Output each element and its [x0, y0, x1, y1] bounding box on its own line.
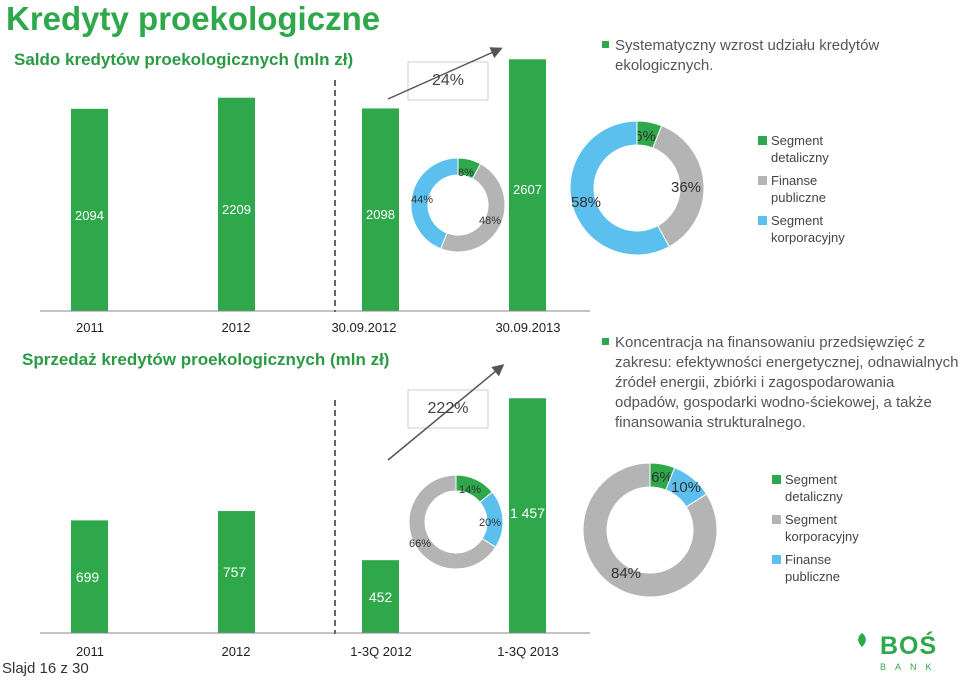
legend-label: korporacyjny: [771, 230, 845, 245]
donut-slice: [440, 163, 506, 253]
legend-label: Segment: [771, 213, 824, 228]
category-tick-label: 2011: [76, 320, 104, 335]
legend-swatch: [758, 136, 767, 145]
bar: [218, 511, 255, 633]
legend-label: Finanse: [785, 552, 832, 567]
category-tick-label: 2011: [76, 644, 104, 659]
leaf-icon: [858, 633, 866, 647]
donut-slice: [652, 125, 705, 248]
chart-decorations: [334, 47, 505, 634]
growth-box: [407, 389, 489, 429]
category-tick-label: 1-3Q 2013: [497, 644, 558, 659]
bar: [362, 108, 399, 312]
logo-text: BOŚ: [880, 632, 938, 660]
donut-slice-label: 44%: [411, 194, 433, 206]
bar: [71, 108, 108, 312]
donut-slice: [408, 474, 497, 570]
donut-slice-label: 8%: [458, 167, 474, 179]
bar: [509, 398, 546, 633]
bar-value-label: 2607: [513, 182, 542, 197]
bar-value-label: 1 457: [510, 505, 545, 521]
legend-label: detaliczny: [785, 489, 843, 504]
top-legend: Segment detaliczny Finanse publiczne Segme…: [758, 132, 888, 252]
legend-swatch: [772, 475, 781, 484]
slide-footer: Slajd 16 z 30: [2, 660, 89, 677]
legend-swatch: [758, 176, 767, 185]
top-bullet-line: ekologicznych.: [615, 57, 714, 74]
bottom-legend: Segment detaliczny Segment korporacyjny Fi…: [772, 471, 902, 591]
bar-value-label: 757: [223, 564, 247, 580]
bar-value-label: 2098: [366, 207, 395, 222]
bar-value-label: 452: [369, 589, 393, 605]
bottom-bullet-line: odpadów, gospodarki wodno-ściekowej, a t…: [615, 394, 932, 411]
growth-arrow: [387, 47, 503, 100]
top-growth-label: 24%: [431, 72, 465, 89]
bottom-bullet-line: finansowania strukturalnego.: [615, 414, 806, 431]
bar-value-label: 699: [76, 569, 100, 585]
growth-box: [407, 61, 489, 101]
top-bullet: Systematyczny wzrost udziału kredytów ek…: [602, 36, 879, 76]
bottom-growth-label: 222%: [427, 400, 469, 417]
legend-label: publiczne: [785, 569, 840, 584]
bar: [218, 97, 255, 311]
legend-label: publiczne: [771, 190, 826, 205]
donut-slice: [582, 462, 718, 598]
growth-arrow: [387, 364, 505, 461]
bullet-marker-icon: [602, 338, 609, 345]
legend-swatch: [772, 555, 781, 564]
bar: [362, 560, 399, 633]
legend-label: Segment: [785, 512, 838, 527]
donut-slice-label: 10%: [671, 479, 701, 496]
bottom-bullet-line: źródeł energii, zbiórki i zagospodarowan…: [615, 374, 895, 391]
bottom-bullet-line: Koncentracja na finansowaniu przedsięwzi…: [615, 334, 926, 351]
donut-slice: [569, 120, 670, 256]
top-chart-title: Saldo kredytów proekologicznych (mln zł): [14, 50, 354, 69]
bullet-marker-icon: [602, 41, 609, 48]
donut-slice-label: 58%: [571, 194, 601, 211]
donut-slice-label: 36%: [671, 179, 701, 196]
legend-label: Segment: [771, 133, 824, 148]
legend-swatch: [758, 216, 767, 225]
bottom-bar-chart: 699 2011 757 2012 452 1-3Q 2012 1 457 1-3Q 2013: [40, 398, 590, 659]
donut-slice-label: 14%: [459, 484, 481, 496]
legend-label: Segment: [785, 472, 838, 487]
legend-label: korporacyjny: [785, 529, 859, 544]
bar: [509, 59, 546, 311]
donut-charts: 8%48%44%6%36%58%14%20%66%6%10%84%: [408, 120, 718, 598]
logo-subtext: BANK: [880, 662, 941, 672]
donut-slice-label: 20%: [479, 517, 501, 529]
bar: [71, 520, 108, 633]
legend-swatch: [772, 515, 781, 524]
donut-slice-label: 84%: [611, 565, 641, 582]
legend-label: detaliczny: [771, 150, 829, 165]
bos-bank-logo: [858, 628, 948, 678]
bottom-bullet: Koncentracja na finansowaniu przedsięwzi…: [602, 333, 959, 433]
donut-slice-label: 6%: [651, 469, 673, 486]
top-bar-chart: 2094 2011 2209 2012 2098 30.09.2012 2607 30.09.…: [40, 59, 590, 335]
donut-slice-label: 48%: [479, 215, 501, 227]
category-tick-label: 1-3Q 2012: [350, 644, 411, 659]
bar-value-label: 2094: [75, 208, 104, 223]
category-tick-label: 2012: [222, 320, 251, 335]
donut-slice-label: 66%: [409, 538, 431, 550]
bottom-chart-title: Sprzedaż kredytów proekologicznych (mln …: [22, 350, 390, 369]
category-tick-label: 2012: [222, 644, 251, 659]
bar-value-label: 2209: [222, 202, 251, 217]
donut-slice: [410, 157, 459, 250]
category-tick-label: 30.09.2012: [331, 320, 396, 335]
donut-slice-label: 6%: [634, 128, 656, 145]
slide-title: Kredyty proekologiczne: [6, 0, 381, 37]
bottom-bullet-line: zakresu: efektywności energetycznej, odn…: [615, 354, 959, 371]
category-tick-label: 30.09.2013: [495, 320, 560, 335]
legend-label: Finanse: [771, 173, 818, 188]
top-bullet-line: Systematyczny wzrost udziału kredytów: [615, 37, 880, 54]
